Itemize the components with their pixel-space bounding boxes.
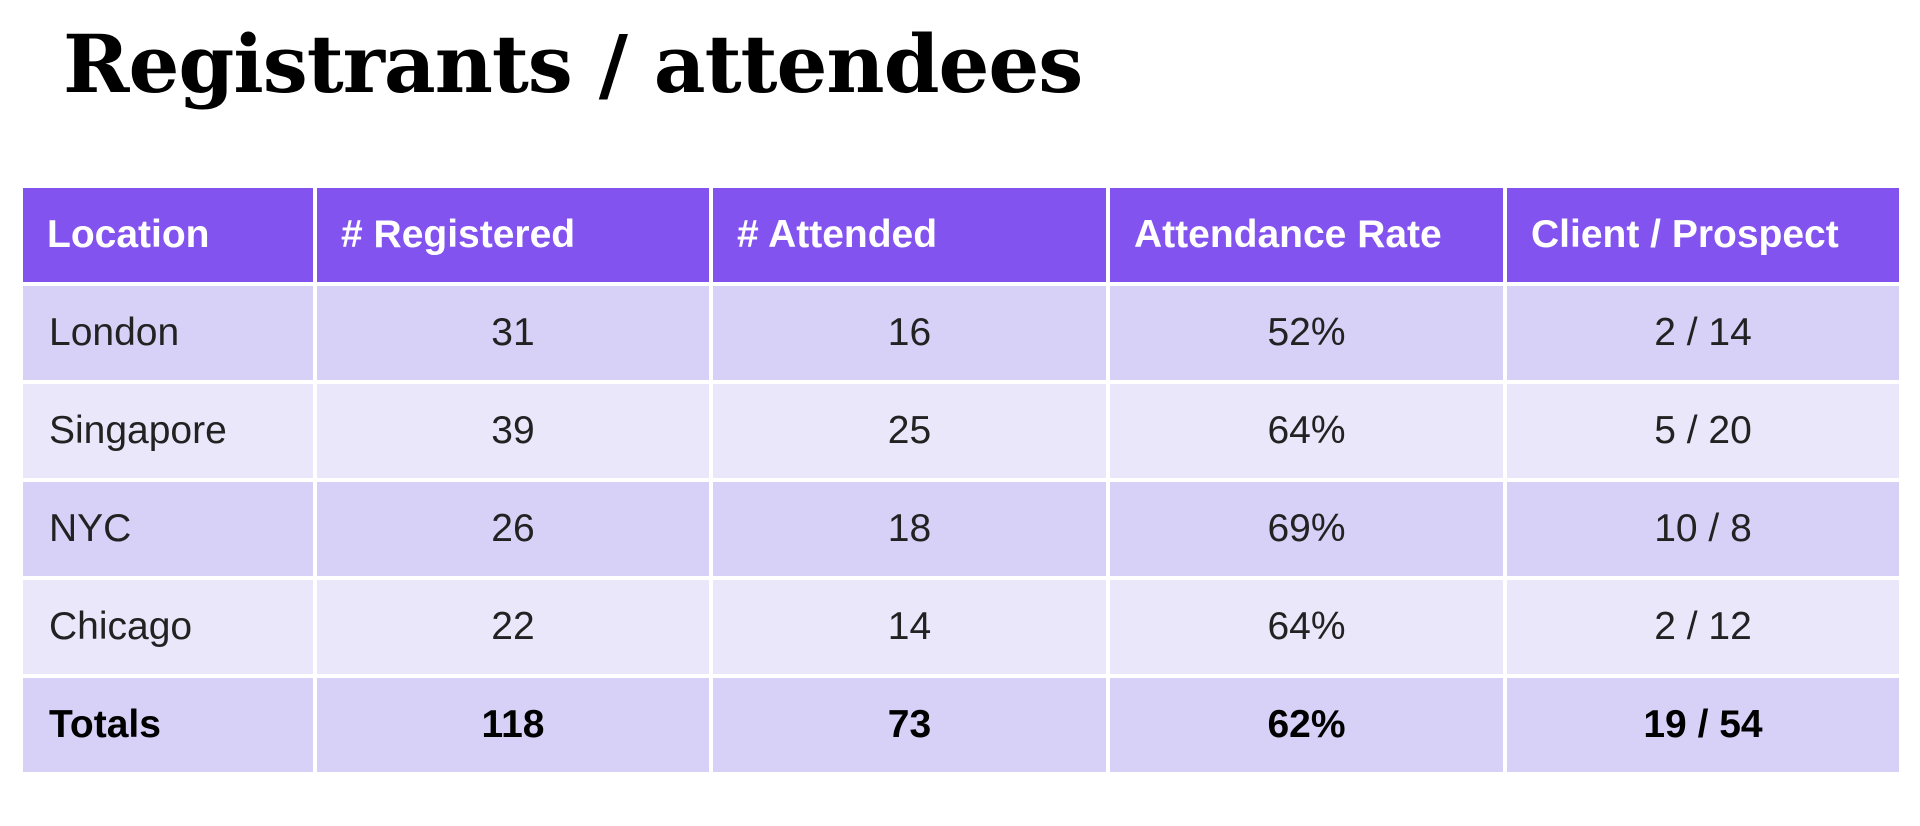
table-row: Chicago 22 14 64% 2 / 12 (23, 580, 1899, 674)
cell-total-client-prospect: 19 / 54 (1507, 678, 1899, 772)
page-title: Registrants / attendees (63, 17, 1083, 111)
cell-location: Singapore (23, 384, 313, 478)
cell-attended: 25 (713, 384, 1106, 478)
cell-total-attendance-rate: 62% (1110, 678, 1503, 772)
cell-attendance-rate: 69% (1110, 482, 1503, 576)
registrants-table: Location # Registered # Attended Attenda… (19, 184, 1903, 776)
cell-attended: 16 (713, 286, 1106, 380)
table-row: Singapore 39 25 64% 5 / 20 (23, 384, 1899, 478)
cell-attendance-rate: 52% (1110, 286, 1503, 380)
cell-attendance-rate: 64% (1110, 580, 1503, 674)
cell-attended: 18 (713, 482, 1106, 576)
header-client-prospect: Client / Prospect (1507, 188, 1899, 282)
table-header-row: Location # Registered # Attended Attenda… (23, 188, 1899, 282)
cell-location: London (23, 286, 313, 380)
cell-total-registered: 118 (317, 678, 709, 772)
cell-client-prospect: 2 / 14 (1507, 286, 1899, 380)
cell-totals-label: Totals (23, 678, 313, 772)
cell-registered: 26 (317, 482, 709, 576)
cell-attendance-rate: 64% (1110, 384, 1503, 478)
table-row: NYC 26 18 69% 10 / 8 (23, 482, 1899, 576)
header-location: Location (23, 188, 313, 282)
header-attended: # Attended (713, 188, 1106, 282)
header-registered: # Registered (317, 188, 709, 282)
cell-client-prospect: 2 / 12 (1507, 580, 1899, 674)
cell-total-attended: 73 (713, 678, 1106, 772)
cell-location: NYC (23, 482, 313, 576)
cell-client-prospect: 10 / 8 (1507, 482, 1899, 576)
cell-attended: 14 (713, 580, 1106, 674)
table-row: London 31 16 52% 2 / 14 (23, 286, 1899, 380)
cell-client-prospect: 5 / 20 (1507, 384, 1899, 478)
totals-row: Totals 118 73 62% 19 / 54 (23, 678, 1899, 772)
cell-location: Chicago (23, 580, 313, 674)
cell-registered: 31 (317, 286, 709, 380)
header-attendance-rate: Attendance Rate (1110, 188, 1503, 282)
cell-registered: 39 (317, 384, 709, 478)
cell-registered: 22 (317, 580, 709, 674)
